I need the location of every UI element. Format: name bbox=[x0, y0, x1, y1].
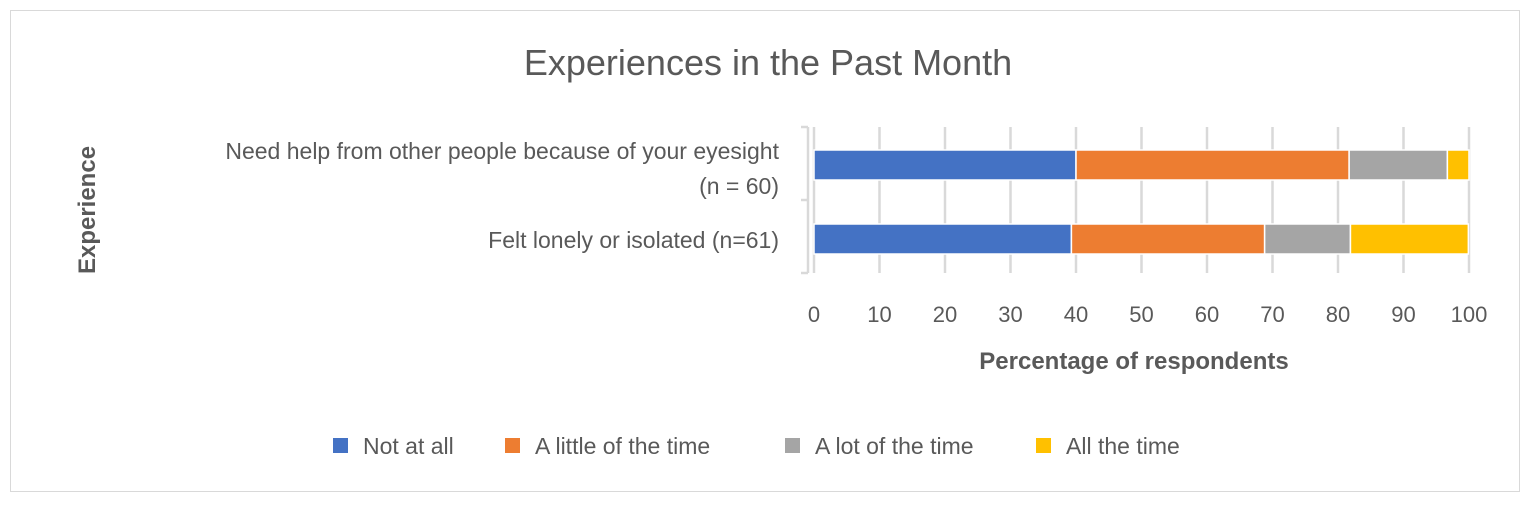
legend-label: A lot of the time bbox=[815, 433, 974, 459]
legend-swatch bbox=[1036, 438, 1051, 453]
bar-segment bbox=[1075, 149, 1350, 181]
category-label: Need help from other people because of y… bbox=[225, 138, 779, 164]
x-tick-label: 100 bbox=[1451, 302, 1488, 327]
chart-title: Experiences in the Past Month bbox=[524, 42, 1012, 83]
x-tick-label: 60 bbox=[1195, 302, 1219, 327]
x-tick-label: 30 bbox=[998, 302, 1022, 327]
legend-label: A little of the time bbox=[535, 433, 710, 459]
x-tick-label: 80 bbox=[1326, 302, 1350, 327]
category-label-line2: (n = 60) bbox=[699, 173, 779, 199]
x-tick-label: 0 bbox=[808, 302, 820, 327]
legend-label: Not at all bbox=[363, 433, 454, 459]
legend-swatch bbox=[333, 438, 348, 453]
x-tick-label: 70 bbox=[1260, 302, 1284, 327]
chart-frame bbox=[10, 10, 1520, 492]
x-tick-label: 50 bbox=[1129, 302, 1153, 327]
legend-swatch bbox=[785, 438, 800, 453]
x-axis-title: Percentage of respondents bbox=[979, 348, 1288, 375]
bar-segment bbox=[813, 149, 1077, 181]
bar-segment bbox=[1349, 223, 1470, 255]
bar-segment bbox=[1263, 223, 1352, 255]
x-tick-label: 40 bbox=[1064, 302, 1088, 327]
bar-segment bbox=[1070, 223, 1266, 255]
legend-swatch bbox=[505, 438, 520, 453]
bar-segment bbox=[1446, 149, 1470, 181]
category-label: Felt lonely or isolated (n=61) bbox=[488, 227, 779, 253]
y-axis-title: Experience bbox=[74, 146, 101, 274]
bar-segment bbox=[1348, 149, 1449, 181]
x-tick-label: 20 bbox=[933, 302, 957, 327]
x-tick-label: 10 bbox=[867, 302, 891, 327]
bar-segment bbox=[813, 223, 1073, 255]
x-tick-label: 90 bbox=[1391, 302, 1415, 327]
legend-label: All the time bbox=[1066, 433, 1180, 459]
